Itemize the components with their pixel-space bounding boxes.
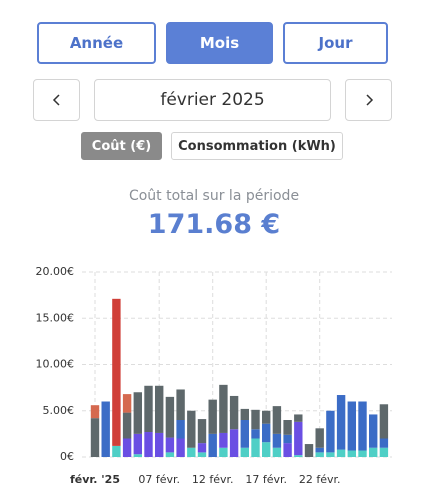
bar-segment <box>122 394 132 413</box>
bar-segment <box>90 418 100 457</box>
bar-segment <box>187 410 196 448</box>
x-tick-label: 22 févr. <box>299 473 341 486</box>
date-display[interactable]: février 2025 <box>94 79 331 121</box>
bar-segment <box>369 414 378 448</box>
y-tick-label: 5.00€ <box>43 404 75 417</box>
bar-segment <box>369 447 378 457</box>
bar-segment <box>197 443 207 453</box>
bar-segment <box>176 420 185 439</box>
bar-segment <box>251 409 260 430</box>
bar-segment <box>133 454 142 457</box>
bar-segment <box>122 438 132 457</box>
bar-segment <box>229 395 239 430</box>
bar-segment <box>176 389 185 420</box>
bar-segment <box>133 392 142 434</box>
bar-segment <box>358 401 367 451</box>
bar-segment <box>112 445 121 457</box>
bar-segment <box>219 432 228 448</box>
bar-segment <box>112 298 121 446</box>
bar-segment <box>315 447 324 453</box>
bar-segment <box>304 444 314 457</box>
bar-segment <box>165 452 175 457</box>
bar-segment <box>219 447 228 457</box>
bar-segment <box>197 452 207 457</box>
bar-segment <box>326 452 335 457</box>
bar-segment <box>219 384 228 433</box>
tab-day[interactable]: Jour <box>283 22 388 64</box>
x-tick-label: 12 févr. <box>192 473 234 486</box>
bar-segment <box>347 450 356 457</box>
bar-segment <box>283 420 292 435</box>
y-tick-label: 10.00€ <box>36 358 75 371</box>
bar-segment <box>208 433 217 457</box>
summary-total: 171.68 € <box>147 208 281 240</box>
bar-segment <box>122 412 132 439</box>
bar-segment <box>379 447 389 457</box>
y-tick-label: 15.00€ <box>36 311 75 324</box>
bar-segment <box>336 395 346 450</box>
next-button[interactable] <box>345 79 392 121</box>
bar-segment <box>326 410 335 453</box>
chevron-left <box>52 94 60 106</box>
bar-segment <box>187 447 196 457</box>
bar-segment <box>262 423 271 443</box>
x-tick-label: févr. '25 <box>70 473 120 486</box>
bar-segment <box>315 428 324 448</box>
y-tick-label: 20.00€ <box>36 265 75 278</box>
prev-button[interactable] <box>33 79 80 121</box>
bar-segment <box>133 433 142 455</box>
bar-segment <box>336 449 346 457</box>
bar-segment <box>358 450 367 457</box>
bar-segment <box>379 404 389 439</box>
x-tick-label: 07 févr. <box>138 473 180 486</box>
bar-segment <box>165 396 175 438</box>
bar-segment <box>90 405 100 419</box>
bar-segment <box>240 408 249 420</box>
bar-segment <box>208 399 217 434</box>
bar-segment <box>262 442 271 457</box>
bar-segment <box>197 419 207 444</box>
x-tick-label: 17 févr. <box>245 473 287 486</box>
bar-segment <box>240 447 249 457</box>
bar-segment <box>229 429 239 457</box>
bar-segment <box>251 429 260 439</box>
bar-segment <box>294 414 303 422</box>
bar-segment <box>347 401 356 451</box>
metric-consumption[interactable]: Consommation (kWh) <box>171 132 343 160</box>
tab-month[interactable]: Mois <box>166 22 273 64</box>
bar-segment <box>251 438 260 457</box>
metric-cost[interactable]: Coût (€) <box>81 132 162 160</box>
bar-segment <box>294 421 303 456</box>
bar-segment <box>155 385 164 433</box>
bar-segment <box>144 385 153 433</box>
bar-segment <box>272 406 282 434</box>
tab-year[interactable]: Année <box>37 22 156 64</box>
bar-segment <box>101 401 110 457</box>
bar-segment <box>176 438 185 457</box>
bar-segment <box>283 443 292 457</box>
summary-label: Coût total sur la période <box>128 188 300 204</box>
bar-segment <box>283 434 292 444</box>
bar-segment <box>165 437 175 453</box>
bar-segment <box>272 447 282 457</box>
bar-segment <box>294 455 303 457</box>
bar-segment <box>155 432 164 457</box>
bar-segment <box>144 432 153 457</box>
bar-segment <box>315 452 324 457</box>
chevron-right <box>365 94 373 106</box>
bar-segment <box>262 410 271 424</box>
y-tick-label: 0€ <box>60 450 74 463</box>
bar-segment <box>272 433 282 448</box>
bar-segment <box>379 438 389 448</box>
bar-segment <box>240 420 249 448</box>
